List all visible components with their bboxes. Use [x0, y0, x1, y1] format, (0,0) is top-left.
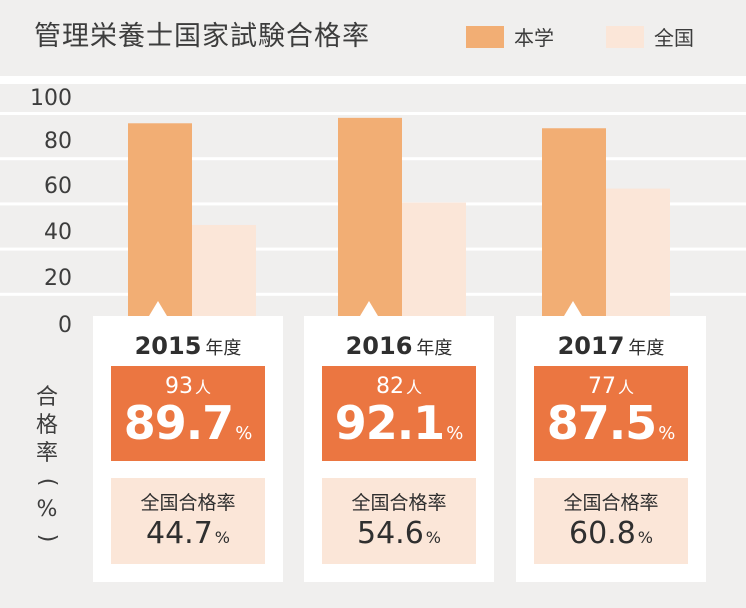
national-rate-label: 全国合格率: [563, 492, 659, 514]
card-year: 2017 年度: [516, 332, 706, 360]
year-suffix: 年度: [628, 338, 665, 359]
national-result-box: 全国合格率 44.7%: [111, 478, 265, 564]
national-rate-value: 44.7: [146, 516, 213, 551]
pass-count-unit: 人: [194, 378, 211, 397]
national-pass-rate: 44.7%: [111, 516, 265, 551]
national-rate-unit: %: [637, 528, 653, 547]
plot-area: [0, 84, 746, 324]
pass-count: 93 人: [111, 374, 265, 399]
school-pass-rate: 87.5%: [534, 396, 688, 450]
card-year: 2016 年度: [304, 332, 494, 360]
year-card-2017: 2017 年度 77 人 87.5% 全国合格率 60.8%: [516, 301, 706, 582]
pass-count-unit: 人: [617, 378, 634, 397]
pass-count-unit: 人: [405, 378, 422, 397]
legend-label-school: 本学: [514, 26, 554, 50]
y-tick-label: 100: [30, 86, 72, 111]
national-result-box: 全国合格率 54.6%: [322, 478, 476, 564]
school-rate-value: 89.7: [123, 396, 234, 450]
year-suffix: 年度: [416, 338, 453, 359]
legend-item-school: 本学: [466, 22, 554, 51]
school-rate-unit: %: [446, 423, 464, 444]
year-value: 2016: [345, 332, 413, 360]
legend-item-national: 全国: [606, 22, 694, 51]
school-rate-unit: %: [658, 423, 676, 444]
header-divider: [0, 76, 746, 84]
pass-count: 77 人: [534, 374, 688, 399]
national-rate-label: 全国合格率: [351, 492, 447, 514]
legend-swatch-national: [606, 25, 644, 48]
national-rate-value: 60.8: [569, 516, 636, 551]
y-tick-label: 60: [44, 174, 72, 199]
bar-national-2015: [192, 224, 256, 324]
national-rate-unit: %: [425, 528, 441, 547]
year-value: 2015: [134, 332, 202, 360]
school-pass-rate: 89.7%: [111, 396, 265, 450]
card-pointer: [149, 301, 167, 316]
year-card-2015: 2015 年度 93 人 89.7% 全国合格率 44.7%: [93, 301, 283, 582]
national-pass-rate: 54.6%: [322, 516, 476, 551]
bar-school-2015: [128, 123, 192, 324]
national-result-box: 全国合格率 60.8%: [534, 478, 688, 564]
legend-label-national: 全国: [654, 26, 694, 50]
year-value: 2017: [557, 332, 625, 360]
school-result-box: 77 人 87.5%: [534, 366, 688, 461]
bar-school-2017: [542, 128, 606, 324]
card-pointer: [564, 301, 582, 316]
year-suffix: 年度: [205, 338, 242, 359]
school-result-box: 82 人 92.1%: [322, 366, 476, 461]
school-rate-unit: %: [235, 423, 253, 444]
chart-title: 管理栄養士国家試験合格率: [34, 21, 370, 52]
national-rate-label: 全国合格率: [140, 492, 236, 514]
legend-swatch-school: [466, 25, 504, 48]
year-card-2016: 2016 年度 82 人 92.1% 全国合格率 54.6%: [304, 301, 494, 582]
gridline: [0, 112, 746, 115]
bar-plot-svg: [0, 84, 746, 324]
pass-count-value: 93: [164, 374, 193, 399]
bar-national-2016: [402, 202, 466, 324]
y-tick-label: 40: [44, 220, 72, 245]
national-pass-rate: 60.8%: [534, 516, 688, 551]
national-rate-unit: %: [214, 528, 230, 547]
school-result-box: 93 人 89.7%: [111, 366, 265, 461]
y-tick-label: 0: [58, 313, 72, 338]
pass-count-value: 82: [375, 374, 404, 399]
school-rate-value: 87.5: [546, 396, 657, 450]
y-axis-label: 合格率(%): [35, 385, 60, 543]
school-pass-rate: 92.1%: [322, 396, 476, 450]
pass-count-value: 77: [587, 374, 616, 399]
bar-school-2016: [338, 117, 402, 324]
card-pointer: [360, 301, 378, 316]
bar-national-2017: [606, 188, 670, 324]
national-rate-value: 54.6: [357, 516, 424, 551]
y-tick-label: 20: [44, 266, 72, 291]
card-year: 2015 年度: [93, 332, 283, 360]
pass-count: 82 人: [322, 374, 476, 399]
school-rate-value: 92.1: [334, 396, 445, 450]
y-tick-label: 80: [44, 129, 72, 154]
